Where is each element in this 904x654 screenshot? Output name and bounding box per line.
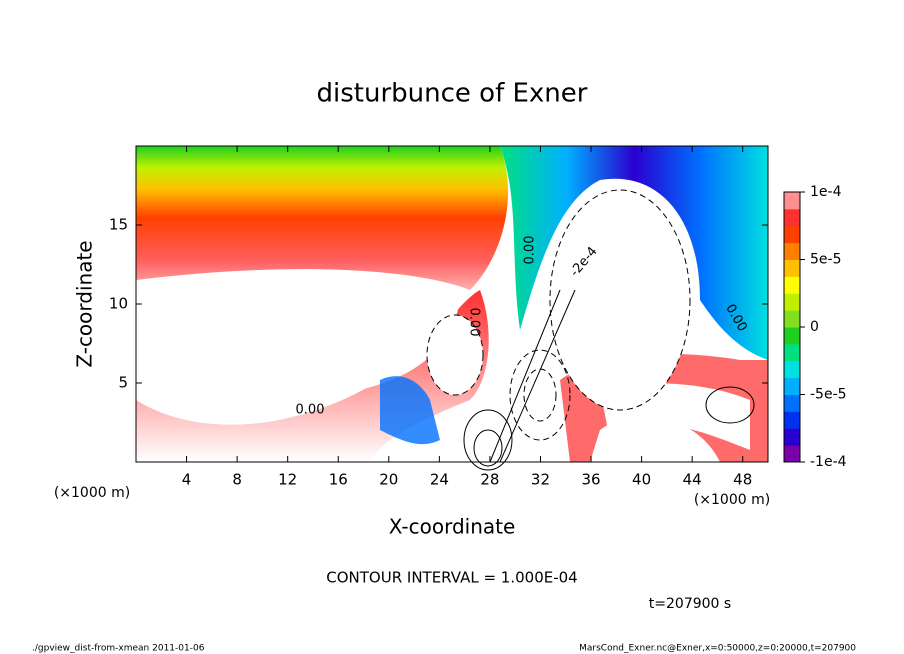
- x-tick-label: 8: [232, 471, 242, 489]
- x-axis-label: X-coordinate: [389, 515, 516, 539]
- colorbar-band: [784, 310, 800, 328]
- x-tick-label: 32: [531, 471, 550, 489]
- y-tick-label: 10: [109, 295, 128, 313]
- colorbar-band: [784, 428, 800, 446]
- colorbar-band: [784, 192, 800, 210]
- colorbar-band: [784, 445, 800, 463]
- y-tick-label: 5: [118, 374, 128, 392]
- footer-left: ./gpview_dist-from-xmean 2011-01-06: [32, 644, 205, 654]
- colorbar-tick-label: 5e-5: [810, 252, 841, 268]
- x-tick-label: 16: [329, 471, 348, 489]
- contour-label: 0.00: [467, 308, 482, 337]
- x-tick-label: 12: [278, 471, 297, 489]
- colorbar-band: [784, 327, 800, 345]
- colorbar-tick-label: -5e-5: [810, 387, 847, 403]
- contour-interval: CONTOUR INTERVAL = 1.000E-04: [326, 569, 577, 587]
- colorbar-band: [784, 242, 800, 260]
- colorbar-tick-label: 1e-4: [810, 184, 842, 200]
- footer-right: MarsCond_Exner.nc@Exner,x=0:50000,z=0:20…: [579, 644, 856, 654]
- colorbar-band: [784, 276, 800, 294]
- colorbar-band: [784, 377, 800, 395]
- contour-label: 0.00: [523, 236, 538, 265]
- colorbar-tick-label: -1e-4: [810, 454, 847, 470]
- x-tick-label: 36: [581, 471, 600, 489]
- x-tick-label: 44: [683, 471, 702, 489]
- y-axis-label: Z-coordinate: [73, 240, 97, 367]
- x-tick-label: 24: [430, 471, 449, 489]
- colorbar-tick-label: 0: [810, 319, 819, 335]
- x-unit: (×1000 m): [694, 492, 770, 508]
- x-tick-label: 40: [632, 471, 651, 489]
- y-unit: (×1000 m): [54, 485, 130, 501]
- x-tick-label: 28: [480, 471, 499, 489]
- colorbar-band: [784, 293, 800, 311]
- colorbar-band: [784, 394, 800, 412]
- colorbar-band: [784, 343, 800, 362]
- field: [136, 146, 768, 471]
- colorbar-band: [784, 360, 800, 379]
- colorbar-band: [784, 208, 800, 227]
- x-tick-label: 4: [182, 471, 192, 489]
- y-tick-label: 15: [109, 216, 128, 234]
- chart-title: disturbunce of Exner: [317, 79, 588, 109]
- x-tick-label: 20: [379, 471, 398, 489]
- time-label: t=207900 s: [649, 596, 731, 612]
- colorbar-band: [784, 259, 800, 277]
- x-tick-label: 48: [733, 471, 752, 489]
- colorbar-band: [784, 225, 800, 244]
- contour-label: 0.00: [296, 403, 325, 418]
- colorbar-band: [784, 411, 800, 429]
